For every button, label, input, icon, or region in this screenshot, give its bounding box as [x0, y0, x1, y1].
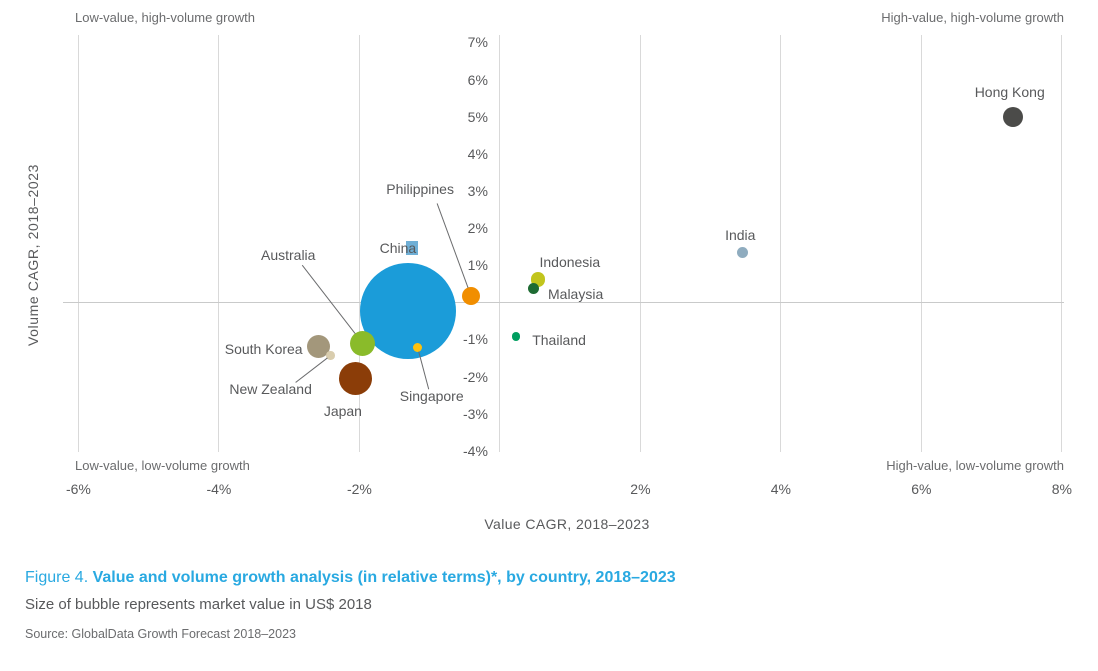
- gridline-x-0: [499, 35, 501, 452]
- gridline-x-4: [780, 35, 782, 452]
- x-tick--6: -6%: [65, 481, 91, 497]
- leader-line-australia: [301, 264, 356, 335]
- bubble-australia: [349, 330, 375, 356]
- bubble-thailand: [511, 332, 521, 341]
- figure-caption: Figure 4. Value and volume growth analys…: [25, 569, 676, 587]
- x-tick-8: 8%: [1051, 481, 1072, 497]
- label-thailand: Thailand: [532, 331, 586, 348]
- label-new-zealand: New Zealand: [229, 381, 312, 398]
- gridline-x-6: [920, 35, 922, 452]
- gridline-x-8: [1061, 35, 1063, 452]
- zero-axis-line: [63, 301, 1064, 303]
- label-highlight-china: [405, 240, 418, 255]
- y-tick-7: 7%: [467, 34, 488, 51]
- bubble-singapore: [413, 342, 423, 352]
- bubble-india: [736, 246, 748, 258]
- leader-line-new-zealand: [295, 357, 328, 383]
- label-singapore: Singapore: [399, 388, 464, 405]
- y-tick-4: 4%: [467, 145, 488, 162]
- label-china: China: [379, 239, 417, 256]
- gridline-x-2: [639, 35, 641, 452]
- quadrant-label-top-left: Low-value, high-volume growth: [75, 10, 255, 25]
- x-tick-6: 6%: [911, 481, 932, 497]
- figure-number-label: Figure 4.: [25, 569, 93, 586]
- label-south-korea: South Korea: [224, 340, 303, 357]
- gridline-x--6: [77, 35, 79, 452]
- bubble-hong-kong: [1002, 107, 1023, 128]
- y-tick-6: 6%: [467, 71, 488, 88]
- label-japan: Japan: [323, 403, 362, 420]
- label-malaysia: Malaysia: [548, 286, 604, 303]
- quadrant-label-bottom-right: High-value, low-volume growth: [886, 458, 1064, 473]
- bubble-chart-plot-area: Low-value, high-volume growth High-value…: [63, 10, 1072, 497]
- figure-subtitle: Size of bubble represents market value i…: [25, 596, 372, 613]
- label-australia: Australia: [260, 247, 316, 264]
- x-tick-2: 2%: [630, 481, 651, 497]
- y-tick-1: 1%: [467, 257, 488, 274]
- figure-title: Value and volume growth analysis (in rel…: [92, 569, 676, 586]
- x-tick-4: 4%: [770, 481, 791, 497]
- bubble-new-zealand: [326, 351, 335, 360]
- figure-source: Source: GlobalData Growth Forecast 2018–…: [25, 627, 296, 641]
- bubble-malaysia: [527, 282, 540, 294]
- y-tick-3: 3%: [467, 182, 488, 199]
- x-axis-title: Value CAGR, 2018–2023: [484, 516, 650, 532]
- bubble-philippines: [462, 287, 481, 306]
- gridline-x--2: [358, 35, 360, 452]
- label-indonesia: Indonesia: [539, 254, 601, 271]
- y-tick--2: -2%: [463, 368, 488, 385]
- bubble-south-korea: [307, 335, 331, 359]
- y-tick-5: 5%: [467, 108, 488, 125]
- quadrant-label-bottom-left: Low-value, low-volume growth: [75, 458, 250, 473]
- y-tick-2: 2%: [467, 220, 488, 237]
- x-tick--4: -4%: [206, 481, 232, 497]
- leader-line-philippines: [436, 203, 469, 289]
- y-axis-title: Volume CAGR, 2018–2023: [25, 163, 41, 347]
- label-philippines: Philippines: [386, 181, 454, 198]
- label-india: India: [725, 227, 756, 244]
- y-tick--3: -3%: [463, 405, 488, 422]
- label-hong-kong: Hong Kong: [974, 84, 1045, 101]
- x-tick--2: -2%: [346, 481, 372, 497]
- quadrant-label-top-right: High-value, high-volume growth: [881, 10, 1064, 25]
- gridline-x--4: [218, 35, 220, 452]
- y-tick--1: -1%: [463, 331, 488, 348]
- bubble-japan: [339, 361, 373, 395]
- y-tick--4: -4%: [463, 442, 488, 459]
